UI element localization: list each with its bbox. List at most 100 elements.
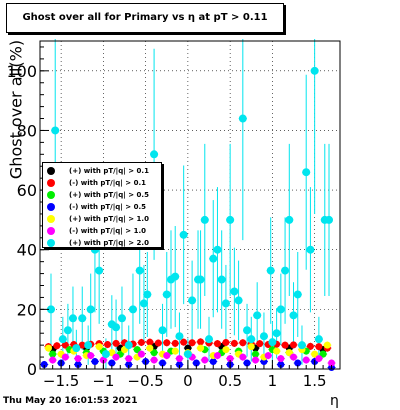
- data-point: [213, 340, 221, 348]
- data-point: [200, 215, 209, 224]
- data-point: [95, 343, 103, 351]
- data-point: [294, 359, 302, 367]
- data-point: [143, 290, 152, 299]
- data-point: [108, 359, 116, 367]
- data-point: [150, 150, 159, 159]
- data-point: [325, 215, 334, 224]
- data-point: [72, 344, 81, 353]
- data-point: [256, 340, 264, 348]
- data-point: [209, 254, 218, 263]
- data-point: [125, 361, 133, 369]
- data-point: [159, 359, 167, 367]
- data-point: [183, 350, 192, 359]
- data-point: [238, 114, 247, 123]
- data-point: [95, 266, 104, 275]
- data-point: [40, 361, 48, 369]
- x-tick-label: −1: [92, 372, 114, 390]
- data-point: [125, 355, 133, 363]
- data-point: [86, 305, 95, 314]
- plot-frame: [39, 40, 341, 370]
- legend-label: (+) with pT/|q| > 2.0: [69, 238, 149, 247]
- data-point: [222, 346, 230, 354]
- data-point: [112, 339, 120, 347]
- data-point: [108, 349, 116, 357]
- data-point: [61, 353, 69, 361]
- legend-label: (-) with pT/|q| > 1.0: [69, 226, 146, 235]
- chart-title: Ghost over all for Primary vs η at pT > …: [22, 12, 268, 23]
- data-point: [247, 343, 255, 351]
- data-point: [302, 356, 310, 364]
- data-point: [226, 355, 234, 363]
- data-point: [226, 215, 235, 224]
- points-layer: [40, 66, 336, 372]
- y-tick-label: 60: [17, 181, 37, 200]
- y-tick-label: 0: [27, 360, 37, 379]
- data-point: [158, 326, 167, 335]
- legend-label: (+) with pT/|q| > 0.1: [69, 166, 149, 175]
- data-point: [171, 272, 180, 281]
- data-point: [268, 338, 277, 347]
- x-tick-label: 0: [183, 372, 193, 390]
- data-point: [51, 126, 60, 135]
- data-point: [171, 339, 179, 347]
- data-point: [201, 356, 209, 364]
- data-point: [188, 339, 196, 347]
- data-point: [230, 287, 239, 296]
- data-point: [139, 299, 148, 308]
- data-point: [328, 359, 336, 367]
- data-point: [277, 361, 285, 369]
- data-point: [74, 361, 82, 369]
- legend-marker: [47, 178, 55, 187]
- x-tick-label: 1.5: [303, 372, 327, 390]
- data-point: [49, 356, 57, 364]
- data-point: [221, 299, 230, 308]
- data-point: [175, 355, 183, 363]
- data-point: [205, 335, 214, 344]
- data-point: [253, 311, 262, 320]
- data-point: [222, 338, 230, 346]
- data-point: [112, 353, 120, 361]
- data-point: [53, 342, 61, 350]
- data-point: [290, 341, 298, 349]
- y-tick-label: 80: [17, 121, 37, 140]
- data-point: [49, 350, 57, 358]
- data-point: [251, 356, 259, 364]
- data-point: [297, 341, 306, 350]
- data-point: [243, 359, 251, 367]
- data-point: [197, 338, 205, 346]
- data-point: [276, 305, 285, 314]
- data-point: [315, 343, 323, 351]
- data-point: [247, 335, 256, 344]
- legend-entry: (+) with pT/|q| > 0.5: [47, 189, 149, 200]
- data-point: [217, 275, 226, 284]
- legend-entry: (-) with pT/|q| > 0.5: [47, 201, 146, 212]
- data-point: [171, 347, 179, 355]
- legend-label: (+) with pT/|q| > 0.5: [69, 190, 149, 199]
- x-tick-label: 0.5: [218, 372, 242, 390]
- y-axis-label: Ghost over all(%): [6, 39, 26, 180]
- data-point: [197, 344, 205, 352]
- data-point: [285, 215, 294, 224]
- data-point: [44, 344, 52, 352]
- data-point: [243, 326, 252, 335]
- data-point: [281, 266, 290, 275]
- y-tick-label: 100: [6, 62, 37, 81]
- data-point: [264, 352, 272, 360]
- data-point: [192, 359, 200, 367]
- data-point: [319, 350, 327, 358]
- data-point: [306, 245, 315, 254]
- x-tick-label: 1: [268, 372, 278, 390]
- data-point: [272, 329, 281, 338]
- data-point: [277, 355, 285, 363]
- data-point: [162, 290, 171, 299]
- data-point: [289, 311, 298, 320]
- data-point: [146, 344, 154, 352]
- data-point: [311, 350, 319, 358]
- data-point: [230, 339, 238, 347]
- data-point: [84, 341, 93, 350]
- data-point: [285, 349, 293, 357]
- chart-title-box: Ghost over all for Primary vs η at pT > …: [6, 3, 284, 33]
- data-point: [68, 314, 77, 323]
- data-point: [239, 339, 247, 347]
- legend-marker: [47, 238, 55, 247]
